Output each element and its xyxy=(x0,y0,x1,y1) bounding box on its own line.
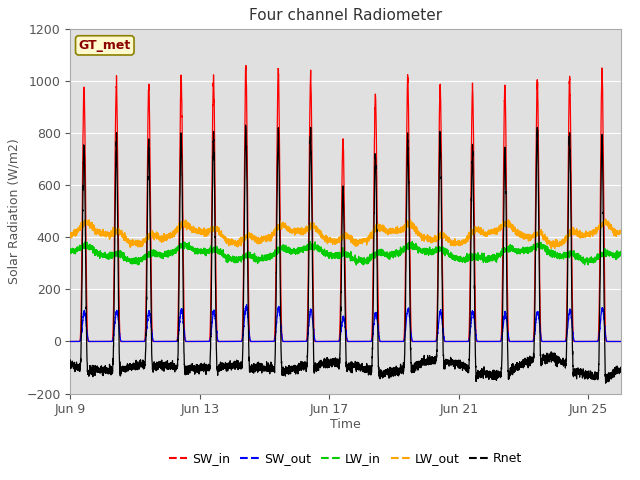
Y-axis label: Solar Radiation (W/m2): Solar Radiation (W/m2) xyxy=(8,138,20,284)
X-axis label: Time: Time xyxy=(330,418,361,431)
Title: Four channel Radiometer: Four channel Radiometer xyxy=(249,9,442,24)
Legend: SW_in, SW_out, LW_in, LW_out, Rnet: SW_in, SW_out, LW_in, LW_out, Rnet xyxy=(164,447,527,470)
Text: GT_met: GT_met xyxy=(79,39,131,52)
